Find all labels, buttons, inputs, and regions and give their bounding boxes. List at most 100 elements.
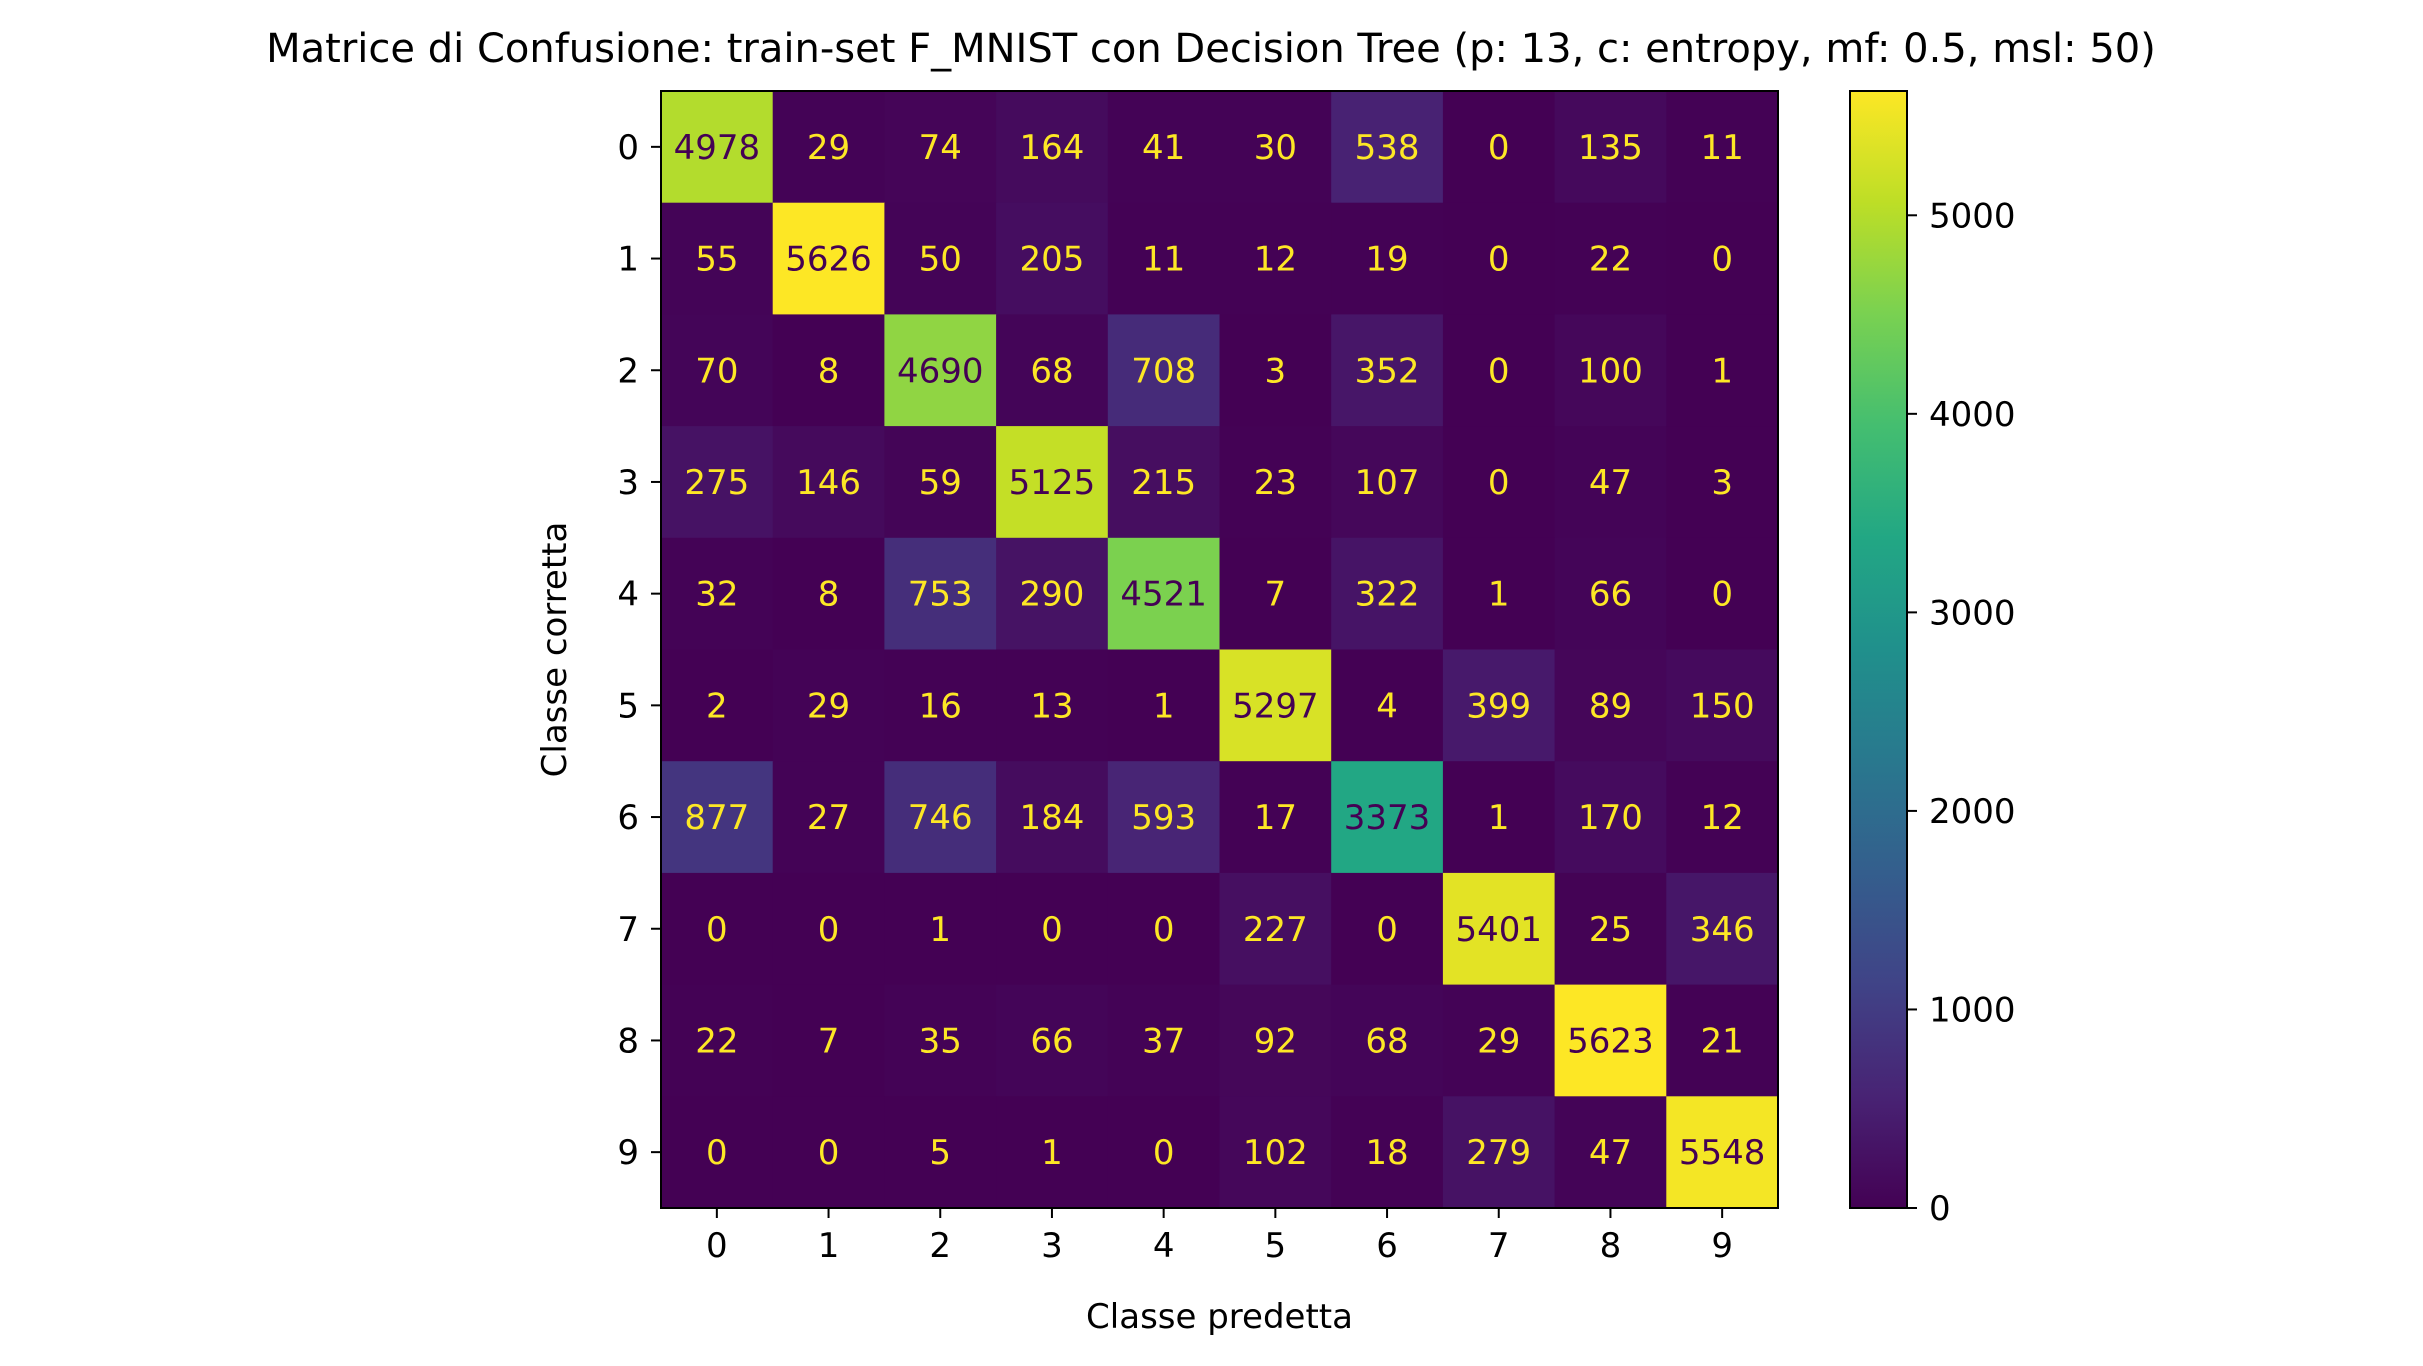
heatmap-cell (1442, 649, 1556, 762)
cell-value-label: 8 (818, 351, 840, 391)
cell-value-label: 3 (1711, 463, 1733, 503)
heatmap-cell (661, 426, 774, 539)
cell-value-label: 27 (807, 798, 850, 838)
y-tick-label: 3 (617, 463, 639, 503)
cell-value-label: 184 (1019, 798, 1084, 838)
cell-value-label: 4 (1376, 686, 1398, 726)
heatmap-cell (1666, 537, 1779, 651)
cell-value-label: 215 (1131, 463, 1196, 503)
x-tick-label: 2 (929, 1226, 951, 1266)
x-tick-label: 1 (818, 1226, 840, 1266)
chart-title: Matrice di Confusione: train-set F_MNIST… (266, 26, 2156, 72)
heatmap-cell (772, 649, 885, 762)
cell-value-label: 322 (1355, 575, 1420, 615)
cell-value-label: 5548 (1679, 1133, 1766, 1173)
cell-value-label: 16 (919, 686, 962, 726)
heatmap-cell (661, 314, 774, 427)
heatmap-cell (661, 984, 774, 1097)
heatmap-cell (1554, 872, 1667, 986)
cell-value-label: 5297 (1232, 686, 1319, 726)
cell-value-label: 59 (919, 463, 962, 503)
y-tick-label: 6 (617, 798, 639, 838)
cell-value-label: 5623 (1567, 1021, 1654, 1061)
cell-value-label: 47 (1589, 463, 1632, 503)
heatmap-cell (1219, 91, 1332, 204)
cell-value-label: 4690 (897, 351, 984, 391)
heatmap-cell (1107, 537, 1221, 651)
y-tick-label: 1 (617, 240, 639, 280)
cell-value-label: 290 (1019, 575, 1084, 615)
x-tick-label: 6 (1376, 1226, 1398, 1266)
cell-value-label: 50 (919, 240, 962, 280)
heatmap-cell (1666, 761, 1779, 874)
cell-value-label: 753 (908, 575, 973, 615)
heatmap-cell (1331, 91, 1444, 204)
heatmap-cell (772, 314, 885, 427)
heatmap-cell (1219, 649, 1332, 762)
heatmap-cell (1666, 91, 1779, 204)
heatmap-cell (996, 649, 1109, 762)
heatmap-cell (884, 1096, 997, 1209)
cell-value-label: 66 (1589, 575, 1632, 615)
heatmap-cell (1107, 314, 1221, 427)
cell-value-label: 0 (1711, 240, 1733, 280)
heatmap-cell (996, 872, 1109, 986)
heatmap-cell (884, 537, 997, 651)
heatmap-cell (1666, 872, 1779, 986)
cell-value-label: 18 (1365, 1133, 1408, 1173)
colorbar-tick-label: 5000 (1929, 196, 2016, 236)
heatmap-cell (1219, 426, 1332, 539)
colorbar: 0 1000 2000 3000 4000 5000 (1849, 90, 2016, 1229)
cell-value-label: 55 (695, 240, 738, 280)
cell-value-label: 12 (1701, 798, 1744, 838)
heatmap-cell (772, 984, 885, 1097)
heatmap-cell (1442, 202, 1556, 315)
colorbar-tick-label: 2000 (1929, 792, 2016, 832)
heatmap-cell (661, 202, 774, 315)
cell-value-label: 5 (929, 1133, 951, 1173)
heatmap-cell (1331, 202, 1444, 315)
heatmap-cell (661, 649, 774, 762)
y-tick-label: 2 (617, 351, 639, 391)
x-tick-label: 3 (1041, 1226, 1063, 1266)
heatmap-cell (1554, 314, 1667, 427)
cell-value-label: 13 (1030, 686, 1073, 726)
colorbar-tick-label: 4000 (1929, 395, 2016, 435)
cell-value-label: 1 (1488, 798, 1510, 838)
colorbar-gradient (1849, 90, 1908, 1209)
heatmap-cell (1331, 872, 1444, 986)
heatmap-cell (1554, 984, 1667, 1097)
heatmap-cell (1219, 872, 1332, 986)
cell-value-label: 170 (1578, 798, 1643, 838)
heatmap-cell (1442, 872, 1556, 986)
heatmap-cell (1219, 984, 1332, 1097)
heatmap-cell (1107, 649, 1221, 762)
heatmap-cell (1666, 984, 1779, 1097)
cell-value-label: 74 (919, 128, 962, 168)
cell-value-label: 1 (1711, 351, 1733, 391)
cell-value-label: 29 (807, 128, 850, 168)
heatmap-cell (996, 314, 1109, 427)
cell-value-label: 30 (1254, 128, 1297, 168)
cell-value-label: 352 (1355, 351, 1420, 391)
cell-value-label: 25 (1589, 910, 1632, 950)
cell-value-label: 107 (1355, 463, 1420, 503)
cell-value-label: 19 (1365, 240, 1408, 280)
heatmap-cell (996, 984, 1109, 1097)
cell-value-label: 0 (1376, 910, 1398, 950)
cell-value-label: 22 (695, 1021, 738, 1061)
heatmap-cell (1442, 91, 1556, 204)
cell-value-label: 5125 (1009, 463, 1096, 503)
cell-value-label: 0 (706, 1133, 728, 1173)
cell-value-label: 0 (1041, 910, 1063, 950)
heatmap-cell (1666, 426, 1779, 539)
cell-value-label: 5626 (785, 240, 872, 280)
heatmap-cell (1554, 537, 1667, 651)
heatmap-cell (1666, 202, 1779, 315)
colorbar-tick-label: 1000 (1929, 990, 2016, 1030)
cell-value-label: 12 (1254, 240, 1297, 280)
cell-value-label: 0 (1711, 575, 1733, 615)
cell-value-label: 275 (684, 463, 749, 503)
heatmap-cell (772, 537, 885, 651)
cell-value-label: 346 (1690, 910, 1755, 950)
